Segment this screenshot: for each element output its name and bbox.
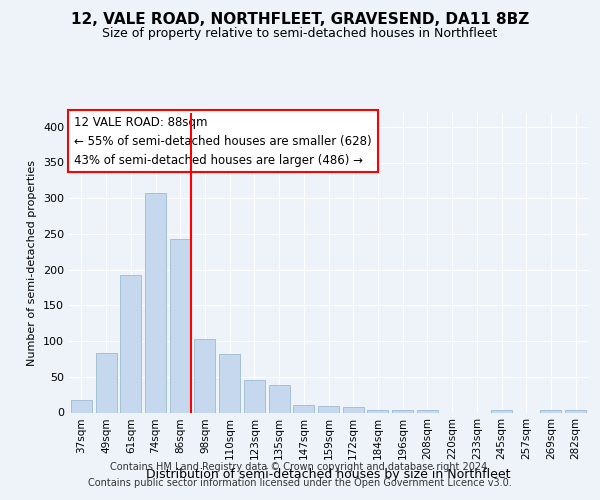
Bar (145, 193, 166, 412)
Y-axis label: Number of semi-detached properties: Number of semi-detached properties (28, 160, 37, 366)
Bar (269, 384, 290, 412)
Bar (541, 410, 562, 412)
Bar (367, 410, 388, 412)
Bar (318, 406, 339, 412)
Bar (417, 410, 438, 412)
Text: 12 VALE ROAD: 88sqm
← 55% of semi-detached houses are smaller (628)
43% of semi-: 12 VALE ROAD: 88sqm ← 55% of semi-detach… (74, 116, 372, 166)
Bar (565, 410, 586, 412)
Bar (194, 339, 215, 412)
Bar (219, 354, 240, 412)
Bar (491, 410, 512, 412)
Bar (170, 239, 191, 412)
Bar (293, 406, 314, 412)
X-axis label: Distribution of semi-detached houses by size in Northfleet: Distribution of semi-detached houses by … (146, 468, 511, 481)
Bar (120, 274, 141, 412)
Bar (95, 352, 116, 412)
Text: Contains public sector information licensed under the Open Government Licence v3: Contains public sector information licen… (88, 478, 512, 488)
Bar (343, 407, 364, 412)
Text: 12, VALE ROAD, NORTHFLEET, GRAVESEND, DA11 8BZ: 12, VALE ROAD, NORTHFLEET, GRAVESEND, DA… (71, 12, 529, 28)
Text: Size of property relative to semi-detached houses in Northfleet: Size of property relative to semi-detach… (103, 28, 497, 40)
Bar (244, 380, 265, 412)
Bar (71, 400, 92, 412)
Text: Contains HM Land Registry data © Crown copyright and database right 2024.: Contains HM Land Registry data © Crown c… (110, 462, 490, 472)
Bar (392, 410, 413, 412)
